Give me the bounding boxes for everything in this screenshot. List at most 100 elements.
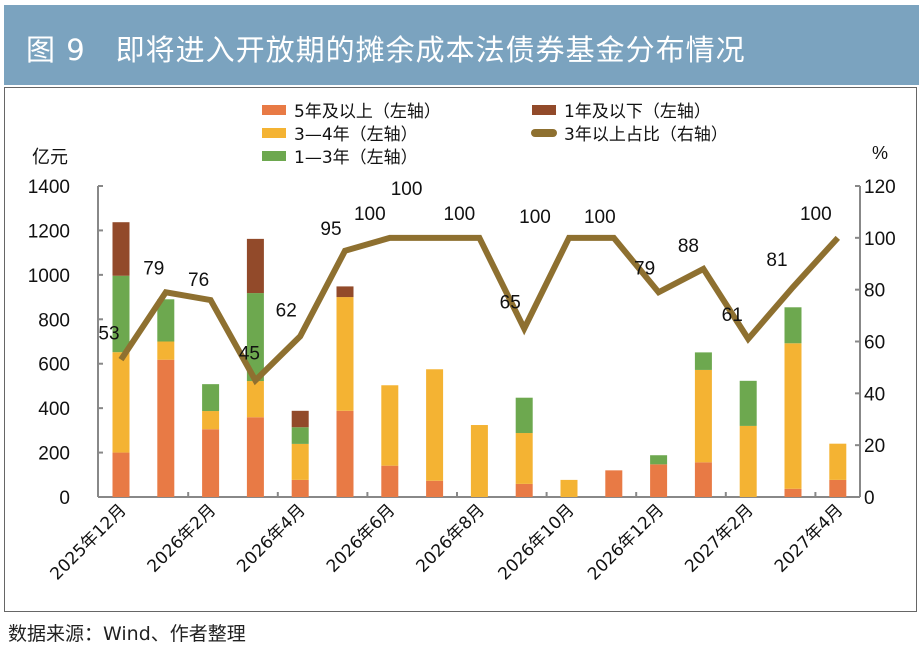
bar-segment-1 (829, 443, 847, 480)
bar-segment-0 (336, 410, 354, 497)
bar-segment-0 (381, 465, 399, 497)
bar-segment-1 (470, 425, 488, 497)
data-label: 100 (391, 179, 423, 200)
bar-segment-0 (650, 464, 668, 497)
legend-label: 1年及以下（左轴） (564, 102, 711, 122)
bar-segment-1 (112, 352, 130, 453)
bar-segment-1 (336, 297, 354, 411)
data-label: 100 (354, 204, 386, 225)
bar-segment-3 (291, 410, 309, 428)
legend-swatch (262, 128, 286, 138)
data-label: 79 (634, 258, 655, 279)
bar-segment-1 (426, 369, 444, 481)
x-tick-label: 2027年2月 (681, 500, 757, 576)
x-tick-label: 2026年12月 (584, 500, 668, 584)
bar-segment-3 (112, 222, 130, 276)
bar-segment-2 (650, 455, 668, 465)
right-tick-label: 100 (864, 229, 896, 250)
legend-swatch (262, 105, 286, 115)
bar-segment-1 (694, 369, 712, 463)
bar-segment-0 (829, 479, 847, 497)
bar-segment-2 (246, 293, 264, 382)
legend-label: 1—3年（左轴） (294, 148, 418, 168)
bar-segment-0 (605, 470, 623, 497)
data-label: 76 (188, 270, 209, 291)
data-label: 81 (766, 250, 787, 271)
left-tick-label: 1200 (28, 221, 70, 242)
bar-segment-0 (515, 483, 533, 497)
bar-segment-3 (336, 286, 354, 298)
bar-segment-0 (784, 488, 802, 497)
left-tick-label: 0 (59, 488, 70, 509)
data-label: 45 (239, 343, 260, 364)
bar-segment-2 (694, 352, 712, 370)
left-tick-label: 400 (38, 399, 70, 420)
x-tick-label: 2026年2月 (144, 500, 220, 576)
bar-segment-3 (246, 238, 264, 294)
right-tick-label: 40 (864, 384, 885, 405)
chart-frame (4, 87, 917, 612)
legend-swatch (532, 105, 556, 115)
data-label: 62 (276, 300, 297, 321)
legend-swatch-line (531, 129, 557, 137)
x-tick-label: 2027年4月 (771, 500, 847, 576)
bar-segment-1 (291, 443, 309, 480)
x-tick-label: 2025年12月 (46, 500, 130, 584)
data-label: 100 (519, 207, 551, 228)
bar-segment-2 (291, 427, 309, 444)
share-line (118, 234, 841, 386)
bar-segment-0 (202, 429, 220, 497)
data-label: 100 (584, 207, 616, 228)
left-tick-label: 1400 (28, 177, 70, 198)
x-tick-label: 2026年8月 (413, 500, 489, 576)
data-label: 61 (722, 305, 743, 326)
bar-segment-2 (157, 299, 175, 342)
bar-segment-0 (426, 480, 444, 497)
chart-title: 图 9 即将进入开放期的摊余成本法债券基金分布情况 (26, 33, 746, 67)
x-tick-label: 2026年6月 (323, 500, 399, 576)
x-tick-label: 2026年4月 (233, 500, 309, 576)
right-tick-label: 120 (864, 177, 896, 198)
data-label: 65 (500, 293, 521, 314)
bar-segment-2 (739, 380, 757, 426)
legend-label: 3—4年（左轴） (294, 125, 418, 145)
bar-segment-0 (694, 462, 712, 497)
bar-segment-1 (739, 425, 757, 497)
data-label: 79 (143, 258, 164, 279)
left-tick-label: 600 (38, 355, 70, 376)
bar-segment-1 (784, 343, 802, 489)
bar-segment-0 (112, 452, 130, 497)
bar-segment-1 (157, 341, 175, 360)
legend-label: 3年以上占比（右轴） (564, 125, 728, 145)
title-band: 图 9 即将进入开放期的摊余成本法债券基金分布情况 (4, 5, 919, 85)
right-tick-label: 80 (864, 281, 885, 302)
right-tick-label: 0 (864, 488, 875, 509)
x-tick-label: 2026年10月 (494, 500, 578, 584)
left-axis-unit: 亿元 (32, 147, 68, 168)
legend-label: 5年及以上（左轴） (294, 102, 441, 122)
data-label: 88 (678, 236, 699, 257)
bar-segment-0 (246, 417, 264, 497)
bar-segment-1 (381, 385, 399, 466)
bar-segment-2 (515, 397, 533, 434)
bar-segment-1 (560, 479, 578, 497)
bar-segment-0 (291, 479, 309, 497)
bar-segment-2 (784, 307, 802, 344)
right-tick-label: 60 (864, 333, 885, 354)
right-tick-label: 20 (864, 436, 885, 457)
legend-swatch (262, 151, 286, 161)
data-label: 100 (444, 204, 476, 225)
bar-segment-1 (202, 411, 220, 430)
data-label: 53 (98, 324, 119, 345)
left-tick-label: 1000 (28, 266, 70, 287)
bar-segment-1 (515, 433, 533, 484)
right-axis-unit: % (872, 143, 888, 163)
bar-segment-2 (112, 275, 130, 353)
data-label: 100 (800, 204, 832, 225)
source-note: 数据来源：Wind、作者整理 (8, 623, 246, 645)
left-tick-label: 800 (38, 310, 70, 331)
bar-segment-1 (246, 381, 264, 418)
left-tick-label: 200 (38, 444, 70, 465)
bar-segment-2 (202, 384, 220, 412)
